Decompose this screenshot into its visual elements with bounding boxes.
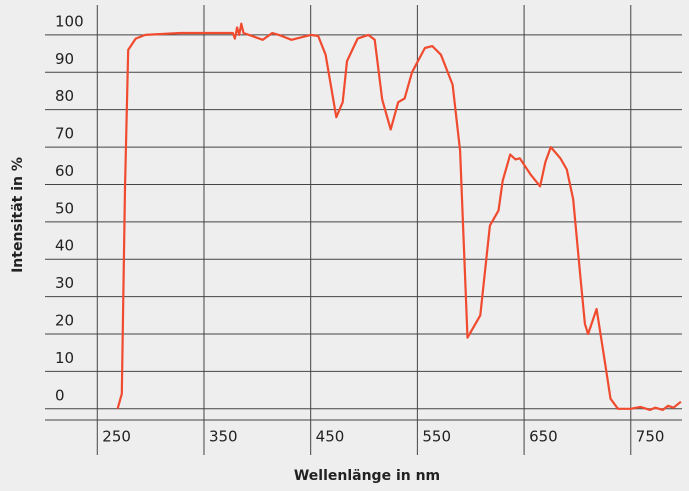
data-line	[116, 22, 682, 411]
y-tick-label: 40	[55, 237, 74, 255]
y-tick-label: 80	[55, 87, 74, 105]
y-tick-label: 90	[55, 50, 74, 68]
x-tick-label: 750	[636, 428, 665, 446]
x-axis-title: Wellenlänge in nm	[294, 468, 440, 484]
y-tick-label: 100	[55, 12, 84, 30]
x-tick-label: 250	[102, 428, 131, 446]
x-tick-label: 650	[529, 428, 558, 446]
y-tick-label: 30	[55, 274, 74, 292]
y-tick-label: 10	[55, 349, 74, 367]
y-tick-label: 20	[55, 312, 74, 330]
y-tick-label: 70	[55, 125, 74, 143]
y-tick-label: 50	[55, 199, 74, 217]
y-axis-title: Intensität in %	[10, 157, 26, 273]
x-tick-label: 350	[209, 428, 238, 446]
x-tick-label: 550	[422, 428, 451, 446]
y-tick-label: 60	[55, 162, 74, 180]
x-tick-label: 450	[316, 428, 345, 446]
y-tick-label: 0	[55, 386, 65, 404]
